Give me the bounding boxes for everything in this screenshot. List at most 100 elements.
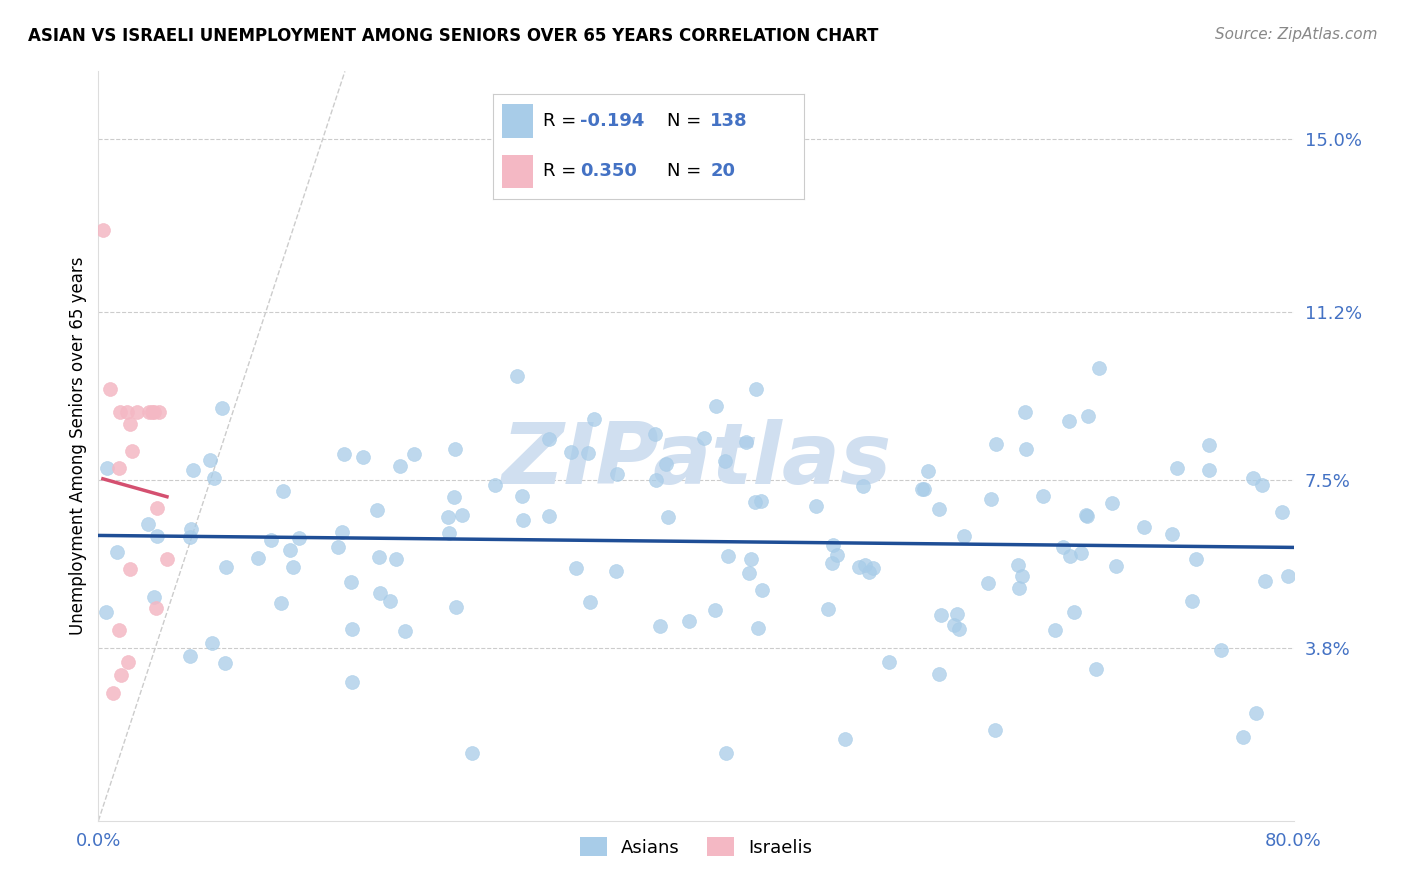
Point — [512, 513, 534, 527]
Point — [394, 624, 416, 638]
Point — [443, 490, 465, 504]
Point — [678, 614, 700, 628]
Point — [1045, 624, 1067, 638]
Y-axis label: Unemployment Among Seniors over 65 years: Unemployment Among Seniors over 65 years — [69, 257, 87, 635]
Point — [825, 548, 848, 562]
Text: ASIAN VS ISRAELI UNEMPLOYMENT AMONG SENIORS OVER 65 YEARS CORRELATION CHART: ASIAN VS ISRAELI UNEMPLOYMENT AMONG SENI… — [28, 27, 879, 45]
Point — [745, 382, 768, 396]
Point — [1133, 520, 1156, 534]
Point — [389, 459, 412, 474]
Point — [1198, 463, 1220, 477]
Point — [583, 412, 606, 426]
Point — [655, 457, 678, 471]
Point — [201, 636, 224, 650]
Point — [121, 444, 143, 458]
Point — [125, 405, 148, 419]
Point — [823, 537, 845, 551]
Point — [911, 483, 934, 497]
Point — [287, 531, 309, 545]
Point — [1008, 582, 1031, 596]
Legend: Asians, Israelis: Asians, Israelis — [572, 830, 820, 864]
Point — [928, 501, 950, 516]
Point — [179, 648, 201, 663]
Point — [1254, 574, 1277, 588]
Point — [146, 500, 169, 515]
Point — [1101, 496, 1123, 510]
Point — [1007, 558, 1029, 572]
Point — [118, 561, 141, 575]
Point — [202, 471, 225, 485]
Point — [444, 442, 467, 457]
Point — [180, 522, 202, 536]
Point — [271, 484, 294, 499]
Text: ZIPatlas: ZIPatlas — [501, 419, 891, 502]
Point — [1185, 552, 1208, 566]
Point — [143, 590, 166, 604]
Point — [148, 405, 170, 419]
Point — [946, 607, 969, 621]
Point — [1015, 442, 1038, 457]
Point — [105, 545, 128, 559]
Point — [605, 564, 627, 578]
Point — [352, 450, 374, 464]
Point — [179, 530, 201, 544]
Point — [928, 666, 950, 681]
Point — [977, 576, 1000, 591]
Point — [146, 529, 169, 543]
Point — [512, 489, 534, 503]
Point — [181, 463, 204, 477]
Point — [484, 478, 506, 492]
Point — [1244, 706, 1267, 721]
Point — [278, 543, 301, 558]
Point — [98, 382, 122, 396]
Point — [1014, 405, 1036, 419]
Point — [1251, 477, 1274, 491]
Point — [156, 552, 179, 566]
Point — [953, 528, 976, 542]
Point — [108, 461, 131, 475]
Point — [735, 434, 758, 449]
Point — [929, 607, 952, 622]
Point — [744, 494, 766, 508]
Point — [211, 401, 233, 415]
Point — [1232, 731, 1254, 745]
Point — [644, 426, 666, 441]
Point — [751, 583, 773, 598]
Point — [1198, 438, 1220, 452]
Point — [579, 595, 602, 609]
Point — [862, 561, 884, 575]
Point — [1166, 460, 1188, 475]
Point — [657, 509, 679, 524]
Point — [749, 494, 772, 508]
Point — [1070, 546, 1092, 560]
Text: Source: ZipAtlas.com: Source: ZipAtlas.com — [1215, 27, 1378, 42]
Point — [461, 746, 484, 760]
Point — [1077, 409, 1099, 424]
Point — [1161, 527, 1184, 541]
Point — [538, 432, 561, 446]
Point — [576, 445, 599, 459]
Point — [1063, 605, 1085, 619]
Point — [853, 558, 876, 573]
Point — [108, 623, 131, 637]
Point — [368, 549, 391, 564]
Point — [1011, 569, 1033, 583]
Point — [560, 445, 582, 459]
Point — [103, 686, 125, 700]
Point — [214, 657, 236, 671]
Point — [821, 556, 844, 570]
Point — [1088, 360, 1111, 375]
Point — [747, 621, 769, 635]
Point — [858, 565, 880, 579]
Point — [259, 533, 281, 548]
Point — [834, 731, 856, 746]
Point — [806, 500, 828, 514]
Point — [740, 551, 762, 566]
Point — [270, 595, 292, 609]
Point — [118, 417, 141, 432]
Point — [852, 479, 875, 493]
Point — [283, 560, 305, 574]
Point — [437, 525, 460, 540]
Point — [1032, 489, 1054, 503]
Point — [912, 482, 935, 496]
